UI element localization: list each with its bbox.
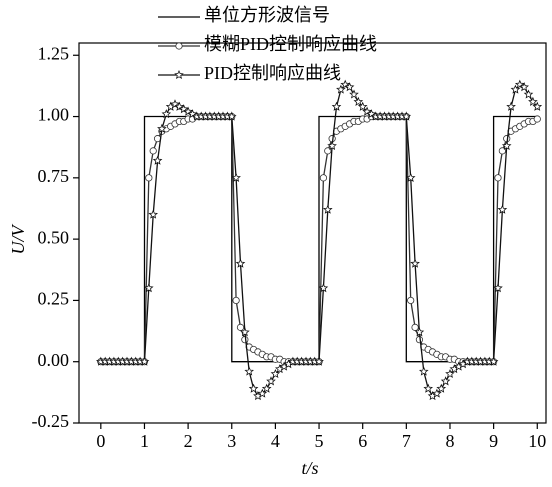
data-point [257, 388, 268, 398]
x-tick-label: 6 [358, 431, 367, 451]
x-tick-label: 9 [489, 431, 498, 451]
data-point [410, 258, 420, 268]
y-tick-label: 0.75 [38, 166, 70, 186]
x-axis-label: t/s [301, 458, 318, 478]
data-point [523, 89, 534, 99]
data-point [139, 356, 150, 366]
data-point [331, 101, 342, 111]
data-point [436, 383, 447, 393]
y-axis-label: U/V [8, 224, 28, 255]
legend-label: 模糊PID控制响应曲线 [204, 34, 377, 54]
legend-marker [174, 70, 184, 80]
data-point [401, 111, 412, 121]
data-point [501, 140, 512, 151]
x-tick-label: 2 [184, 431, 193, 451]
data-point [270, 369, 281, 379]
data-point [157, 123, 167, 133]
data-point [405, 172, 416, 182]
data-point [187, 109, 198, 119]
legend-label: PID控制响应曲线 [204, 63, 341, 83]
data-point [357, 101, 368, 111]
x-tick-label: 0 [96, 431, 105, 451]
data-point [323, 204, 333, 214]
data-point [232, 296, 240, 305]
data-point [411, 323, 419, 331]
data-point [244, 366, 254, 376]
x-tick-label: 1 [140, 431, 149, 451]
y-tick-label: 1.25 [38, 43, 70, 63]
data-point [353, 96, 364, 106]
data-point [161, 109, 172, 119]
data-point [493, 283, 503, 293]
data-point [349, 89, 359, 99]
data-point [319, 174, 328, 182]
x-tick-label: 7 [402, 431, 411, 451]
data-point [407, 296, 415, 305]
data-point [344, 82, 355, 92]
x-tick-label: 4 [271, 431, 280, 451]
data-point [336, 84, 346, 94]
y-tick-label: 0.25 [38, 289, 70, 309]
data-point [236, 323, 245, 331]
data-point [510, 84, 521, 94]
data-point [152, 155, 163, 165]
data-point [432, 388, 442, 398]
data-point [497, 204, 508, 214]
data-point [318, 283, 329, 293]
data-point [174, 101, 185, 111]
data-point [149, 147, 157, 155]
data-point [532, 101, 543, 111]
data-point [248, 383, 259, 393]
y-tick-label: 1.00 [38, 105, 70, 125]
data-point [235, 258, 246, 268]
y-tick-label: -0.25 [32, 411, 70, 431]
data-point [419, 366, 429, 376]
series-line [100, 115, 538, 363]
data-point [498, 147, 506, 155]
legend-marker [175, 42, 183, 50]
data-point [327, 140, 337, 151]
legend-label: 单位方形波信号 [204, 5, 330, 25]
x-tick-label: 3 [227, 431, 236, 451]
data-point [239, 327, 250, 337]
data-point [494, 174, 502, 182]
data-point [440, 376, 451, 386]
data-point [506, 101, 516, 111]
data-point [148, 209, 158, 219]
data-point [445, 368, 455, 379]
data-point [266, 376, 276, 386]
plot-frame [78, 42, 547, 424]
y-tick-label: 0.50 [38, 227, 70, 247]
data-point [519, 82, 529, 92]
data-point [488, 356, 499, 366]
data-point [414, 327, 425, 337]
x-tick-label: 10 [528, 431, 546, 451]
data-point [261, 383, 272, 393]
x-tick-label: 8 [445, 431, 454, 451]
data-point [314, 356, 324, 366]
data-point [145, 174, 153, 182]
x-tick-label: 5 [315, 431, 324, 451]
data-point [227, 111, 237, 121]
data-point [423, 383, 433, 393]
data-point [231, 172, 241, 182]
data-point [362, 106, 372, 116]
y-tick-label: 0.00 [38, 350, 70, 370]
data-point [144, 283, 154, 293]
data-point [533, 115, 541, 123]
data-point [528, 96, 538, 106]
